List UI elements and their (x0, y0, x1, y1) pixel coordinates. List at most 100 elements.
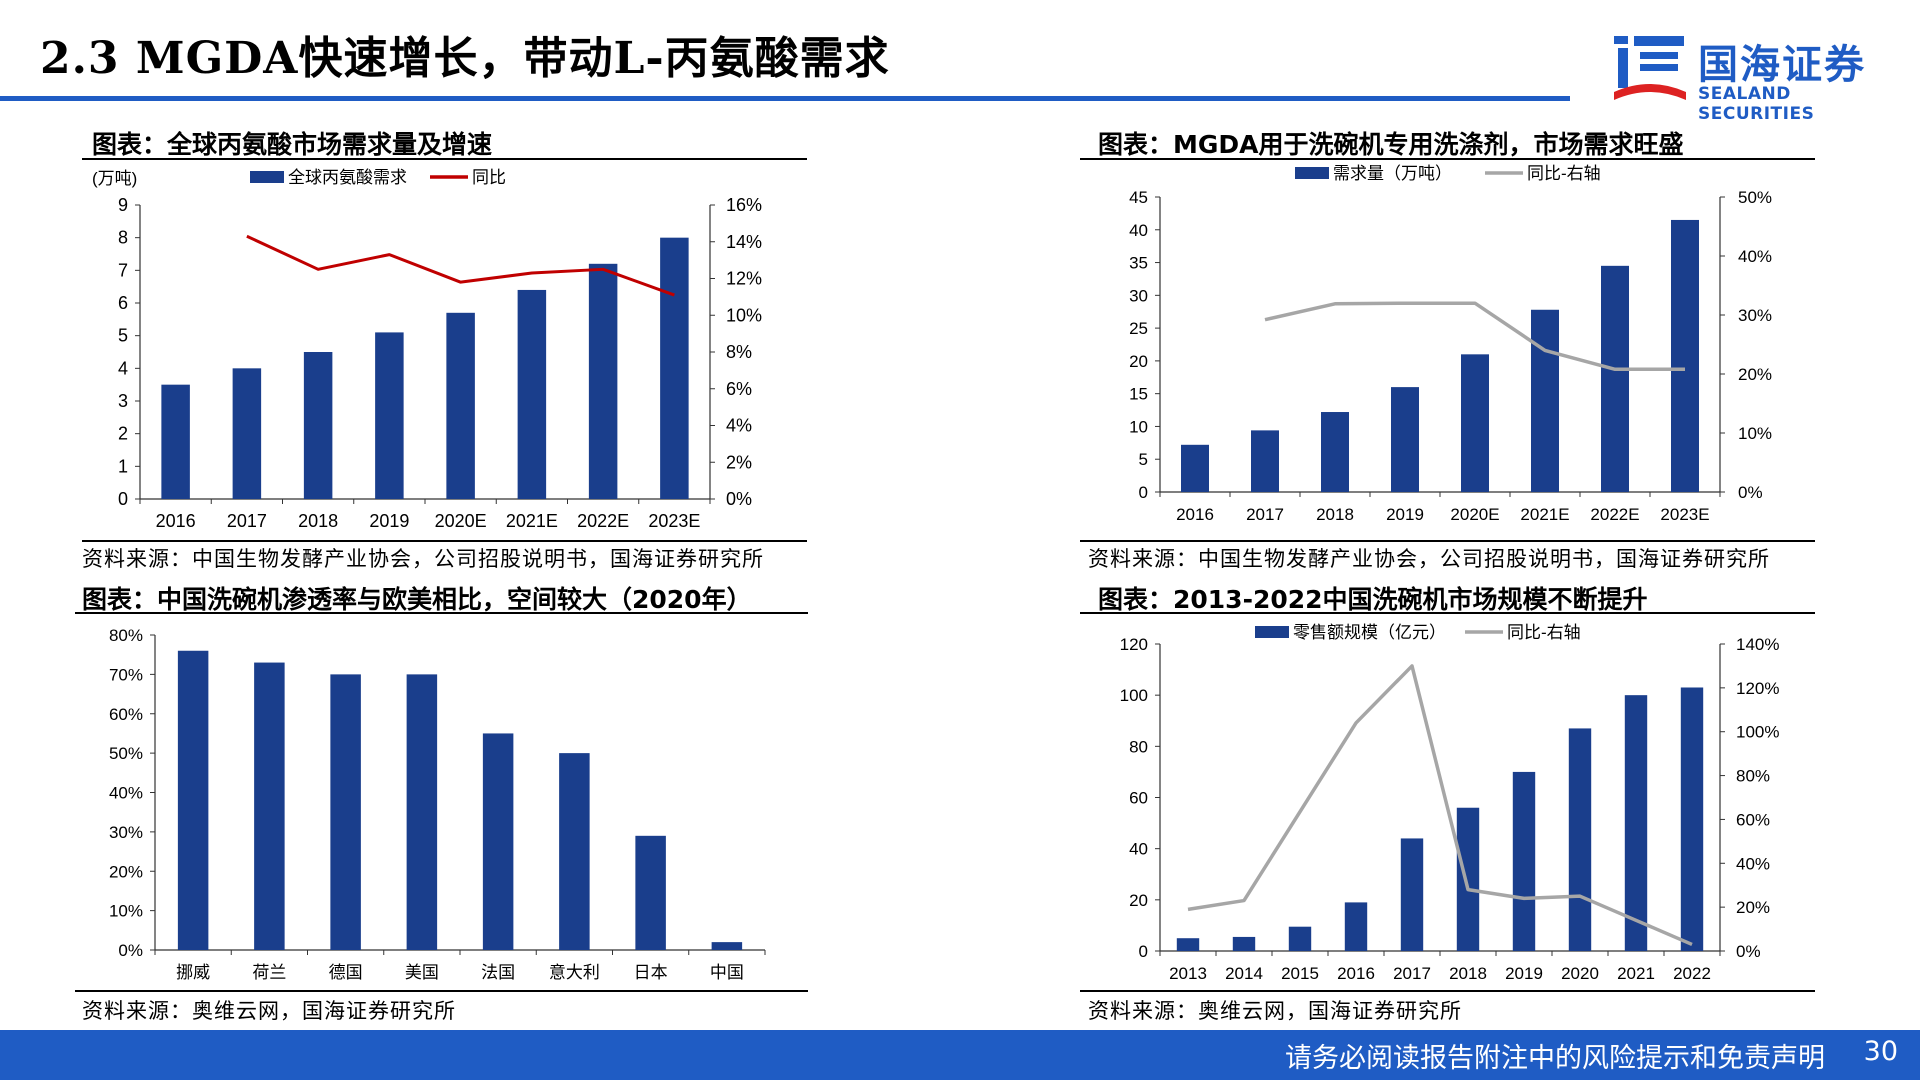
y-tick-label: 30 (1129, 286, 1148, 305)
legend-label-bar: 需求量（万吨） (1333, 164, 1452, 183)
panel-2-source: 资料来源：中国生物发酵产业协会，公司招股说明书，国海证券研究所 (1088, 547, 1770, 571)
x-tick-label: 2022E (577, 511, 629, 531)
x-tick-label: 2016 (1337, 964, 1375, 983)
x-tick-label: 2015 (1281, 964, 1319, 983)
chart-global-alanine-demand: 0 1 2 3 4 5 6 7 8 9 2016 2017 2018 2019 2020E 2021E 2022… (92, 168, 762, 531)
y-tick-label: 20% (109, 862, 143, 881)
bar (232, 368, 262, 499)
disclaimer-link[interactable]: 请务必阅读报告附注中的风险提示和免责声明 (1285, 1043, 1825, 1074)
legend-swatch-bar (1295, 167, 1329, 179)
x-tick-label: 2016 (1176, 505, 1214, 524)
y-tick-label: 45 (1129, 188, 1148, 207)
panel-1-title: 图表：全球丙氨酸市场需求量及增速 (92, 130, 493, 159)
y2-tick-label: 20% (1736, 898, 1770, 917)
x-tick-label: 2019 (1505, 964, 1543, 983)
bar (1568, 728, 1592, 951)
y2-tick-label: 100% (1736, 723, 1779, 742)
legend-swatch-bar (250, 171, 284, 183)
bar (1680, 687, 1704, 951)
y-tick-label: 20 (1129, 891, 1148, 910)
y-tick-label: 35 (1129, 254, 1148, 273)
bar (1531, 309, 1559, 492)
x-tick-label: 2023E (1660, 505, 1709, 524)
x-tick-label: 2019 (1386, 505, 1424, 524)
y2-tick-label: 140% (1736, 635, 1779, 654)
panel-1-bottom-rule (82, 540, 807, 542)
panel-1-rule (82, 158, 807, 160)
chart-dishwasher-penetration: 0% 10% 20% 30% 40% 50% 60% 70% 80% 挪威 荷兰 德国 美国 法国 意大利 日… (109, 626, 766, 982)
y-tick-label: 0 (1139, 483, 1148, 502)
y2-tick-label: 16% (726, 195, 762, 215)
footer-bar: 请务必阅读报告附注中的风险提示和免责声明 30 (0, 1030, 1920, 1080)
y-tick-label: 0 (1139, 942, 1148, 961)
panel-4-source: 资料来源：奥维云网，国海证券研究所 (1088, 999, 1462, 1023)
bar (635, 835, 666, 950)
y-tick-label: 3 (118, 391, 128, 411)
chart-dishwasher-market-size: 0 20 40 60 80 100 120 2013 2014 2015 2016 2017 2018 2… (1120, 623, 1780, 983)
x-tick-label: 2021 (1617, 964, 1655, 983)
legend-label-line: 同比 (472, 168, 506, 187)
x-tick-label: 美国 (405, 963, 439, 982)
y-tick-label: 4 (118, 358, 128, 378)
bar (482, 733, 514, 950)
bar (1512, 771, 1536, 951)
panel-2-rule (1080, 158, 1815, 160)
y2-tick-label: 4% (726, 416, 752, 436)
bar (177, 650, 209, 950)
sealand-logo-icon (1614, 36, 1686, 100)
x-tick-label: 2021E (1520, 505, 1569, 524)
bar (559, 753, 590, 950)
bar (1391, 387, 1419, 492)
x-tick-label: 2022E (1590, 505, 1639, 524)
chart-mgda-demand: 0 5 10 15 20 25 30 35 40 45 2016 2017 2018 2019 2020E 2… (1129, 164, 1772, 524)
y2-tick-label: 30% (1738, 306, 1772, 325)
bar (1181, 444, 1209, 492)
y2-tick-label: 0% (1738, 483, 1763, 502)
x-tick-label: 2017 (1246, 505, 1284, 524)
panel-4-bottom-rule (1080, 990, 1815, 992)
company-logo: 国海证券 SEALAND SECURITIES (1610, 30, 1880, 124)
bar (1344, 902, 1368, 951)
legend-label-bar: 零售额规模（亿元） (1293, 623, 1446, 642)
bar (1624, 695, 1648, 951)
slide-title: 2.3 MGDA快速增长，带动L-丙氨酸需求 (40, 33, 890, 84)
y2-tick-label: 80% (1736, 767, 1770, 786)
bar (303, 352, 333, 499)
x-tick-label: 2018 (1449, 964, 1487, 983)
logo-chinese-text: 国海证券 (1698, 42, 1866, 88)
bar (1232, 936, 1256, 951)
y-tick-label: 6 (118, 293, 128, 313)
y2-tick-label: 50% (1738, 188, 1772, 207)
y-tick-label: 60 (1129, 789, 1148, 808)
x-tick-label: 2017 (227, 511, 267, 531)
x-tick-label: 2022 (1673, 964, 1711, 983)
y-tick-label: 60% (109, 705, 143, 724)
legend-label-line: 同比-右轴 (1507, 623, 1581, 642)
y-tick-label: 40 (1129, 221, 1148, 240)
bar (660, 237, 689, 499)
y2-tick-label: 14% (726, 232, 762, 252)
bar (517, 289, 547, 499)
bar (1288, 926, 1312, 951)
panel-3-title: 图表：中国洗碗机渗透率与欧美相比，空间较大（2020年） (82, 585, 752, 614)
panel-2-title: 图表：MGDA用于洗碗机专用洗涤剂，市场需求旺盛 (1098, 130, 1684, 159)
y-tick-label: 5 (118, 326, 128, 346)
y-tick-label: 50% (109, 744, 143, 763)
bar (1321, 412, 1349, 492)
x-tick-label: 2013 (1169, 964, 1207, 983)
y-tick-label: 7 (118, 260, 128, 280)
x-tick-label: 2018 (1316, 505, 1354, 524)
x-tick-label: 2016 (156, 511, 196, 531)
bar (1400, 838, 1424, 951)
y2-tick-label: 40% (1738, 247, 1772, 266)
y-tick-label: 120 (1120, 635, 1148, 654)
bar (330, 674, 361, 950)
y-tick-label: 2 (118, 424, 128, 444)
y2-tick-label: 60% (1736, 810, 1770, 829)
bar (1601, 265, 1629, 492)
y-tick-label: 25 (1129, 319, 1148, 338)
bar (588, 263, 618, 499)
y-tick-label: 10 (1129, 417, 1148, 436)
series-line (1187, 664, 1693, 947)
bar (1251, 430, 1279, 492)
